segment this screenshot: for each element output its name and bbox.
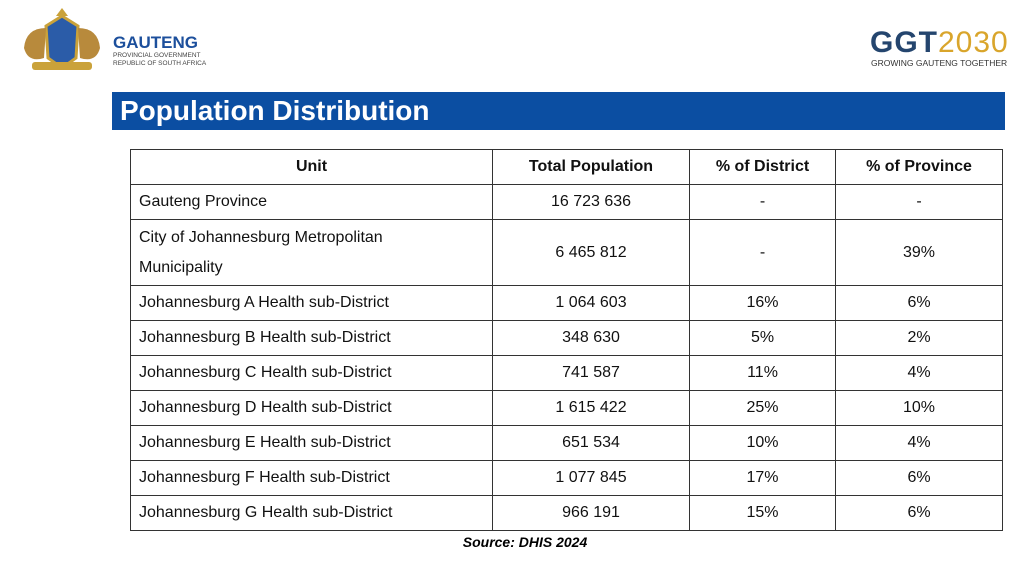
table-row: Johannesburg G Health sub-District 966 19… [130, 495, 1003, 531]
table-cell: - [689, 219, 836, 286]
ggt-year: 2030 [938, 26, 1009, 59]
table-body: Gauteng Province 16 723 636- - City of Joha… [130, 184, 1003, 531]
table-row: Johannesburg E Health sub-District 651 53… [130, 425, 1003, 461]
table-cell: 1 064 603 [492, 285, 690, 321]
ggt-logo: GGT2030 [870, 26, 1009, 60]
ggt-tagline: GROWING GAUTENG TOGETHER [871, 58, 1008, 68]
table-cell: Johannesburg E Health sub-District [130, 425, 493, 461]
title-bar: Population Distribution [112, 92, 1005, 130]
source: Source: DHIS 2024 [462, 534, 588, 550]
table-row: City of Johannesburg Metropolitan Munici… [130, 219, 1003, 286]
table-cell: 5% [689, 320, 836, 356]
table-row: Johannesburg A Health sub-District 1 064 … [130, 285, 1003, 321]
table-cell: 11% [689, 355, 836, 391]
table-cell: 10% [689, 425, 836, 461]
table-row: Johannesburg F Health sub-District 1 077 … [130, 460, 1003, 496]
table-cell: 1 615 422 [492, 390, 690, 426]
table-cell: 4% [835, 425, 1003, 461]
table-cell: 2% [835, 320, 1003, 356]
column-header: % of Province [835, 149, 1003, 185]
table-cell: - [835, 184, 1003, 220]
crest [24, 8, 100, 70]
table-row: Johannesburg C Health sub-District 741 58… [130, 355, 1003, 391]
cell-text: City of Johannesburg Metropolitan Munici… [139, 228, 383, 276]
column-header: Total Population [492, 149, 690, 185]
table-cell: 4% [835, 355, 1003, 391]
column-header: % of District [689, 149, 836, 185]
table-row: Gauteng Province 16 723 636- - [130, 184, 1003, 220]
table-cell: 651 534 [492, 425, 690, 461]
title: Population Distribution [120, 95, 430, 126]
table-cell: 6% [835, 495, 1003, 531]
ggt-prefix: GGT [870, 26, 938, 59]
table-cell: Gauteng Province [130, 184, 493, 220]
table-cell: 16% [689, 285, 836, 321]
header-row: Unit Total Population% of District% of Pr… [130, 149, 1003, 185]
table-cell: Johannesburg B Health sub-District [130, 320, 493, 356]
table-row: Johannesburg B Health sub-District 348 63… [130, 320, 1003, 356]
table-cell: Johannesburg D Health sub-District [130, 390, 493, 426]
table-cell: - [689, 184, 836, 220]
table-cell: 15% [689, 495, 836, 531]
table-cell: 966 191 [492, 495, 690, 531]
table-cell: 741 587 [492, 355, 690, 391]
table-cell: 17% [689, 460, 836, 496]
table-cell: 6 465 812 [492, 219, 690, 286]
org-line: PROVINCIAL GOVERNMENT [113, 52, 201, 59]
table-cell: 25% [689, 390, 836, 426]
table-cell: Johannesburg F Health sub-District [130, 460, 493, 496]
table-cell: Johannesburg C Health sub-District [130, 355, 493, 391]
org-line: REPUBLIC OF SOUTH AFRICA [113, 60, 207, 67]
table-cell: Johannesburg G Health sub-District [130, 495, 493, 531]
table-cell: 1 077 845 [492, 460, 690, 496]
table-row: Johannesburg D Health sub-District 1 615 … [130, 390, 1003, 426]
table-cell: Johannesburg A Health sub-District [130, 285, 493, 321]
column-header: Unit [130, 149, 493, 185]
table-cell: 16 723 636 [492, 184, 690, 220]
table-cell: 348 630 [492, 320, 690, 356]
org-name: GAUTENG [113, 33, 198, 52]
table-cell: 39% [835, 219, 1003, 286]
table-cell: 6% [835, 460, 1003, 496]
table-cell: City of Johannesburg Metropolitan Munici… [130, 219, 493, 286]
table: Unit Total Population% of District% of Pr… [130, 149, 1003, 531]
table-cell: 6% [835, 285, 1003, 321]
table-cell: 10% [835, 390, 1003, 426]
